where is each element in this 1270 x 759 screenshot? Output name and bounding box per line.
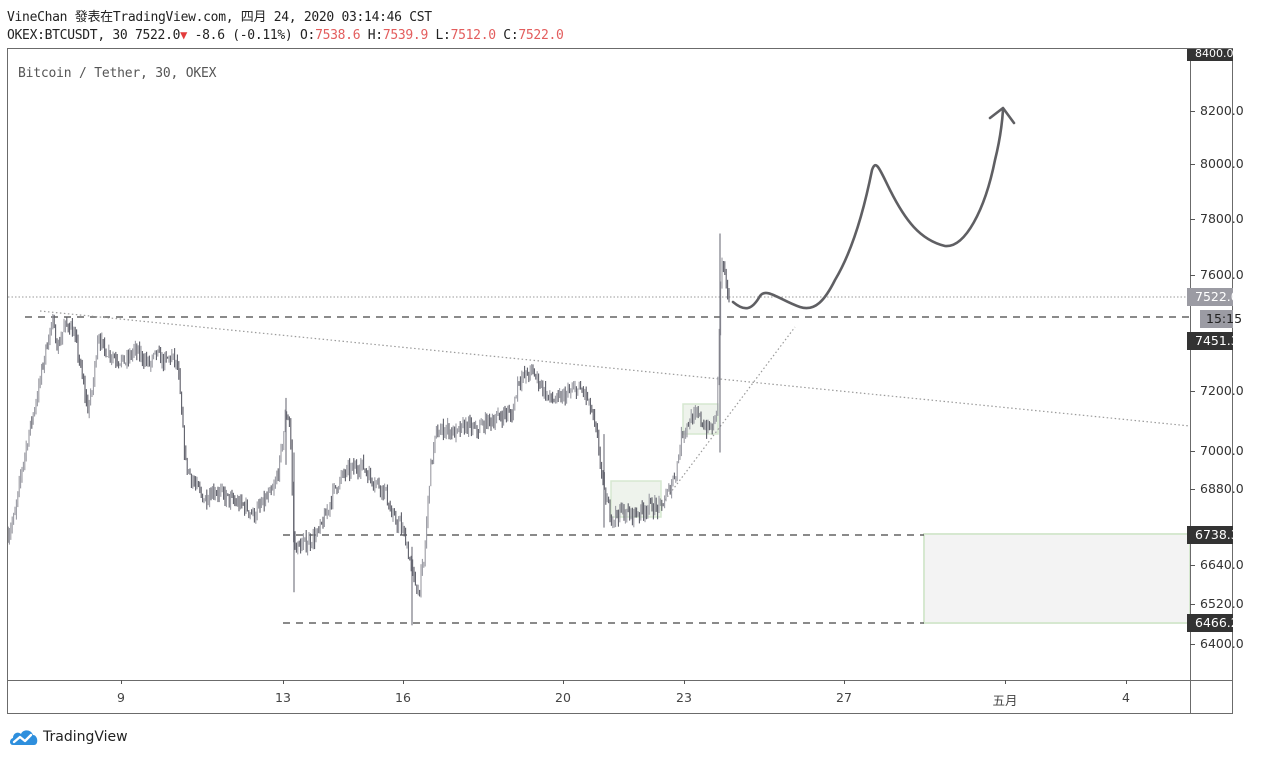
low-value: 7512.0 — [450, 28, 496, 43]
price-change: -8.6 (-0.11%) — [194, 28, 293, 43]
author-line: VineChan 發表在TradingView.com, 四月 24, 2020… — [7, 10, 432, 25]
time-tick-label: 27 — [836, 690, 852, 705]
candle-series — [8, 233, 730, 626]
low-label: L: — [435, 28, 451, 43]
last-price: 7522.0 — [134, 28, 181, 43]
ascending-trendline — [664, 326, 796, 501]
time-axis-divider — [8, 680, 1232, 681]
time-tick-label: 16 — [395, 690, 411, 705]
level-label-6466: 6466.2 — [1187, 614, 1239, 632]
high-label: H: — [367, 28, 383, 43]
price-tick-label: 7000.0 — [1190, 443, 1244, 458]
close-label: C: — [503, 28, 519, 43]
brand-name: TradingView — [43, 729, 128, 745]
symbol-interval: OKEX:BTCUSDT, 30 — [7, 28, 128, 43]
time-tick-mark — [563, 680, 564, 684]
price-tick-label: 6640.0 — [1190, 557, 1244, 572]
time-tick-mark — [1126, 680, 1127, 684]
price-tick-label: 6520.0 — [1190, 596, 1244, 611]
open-label: O: — [300, 28, 316, 43]
down-triangle-icon: ▼ — [180, 28, 188, 42]
ohlc-legend: OKEX:BTCUSDT, 30 7522.0▼ -8.6 (-0.11%) O… — [7, 28, 564, 43]
price-tick-label: 8200.0 — [1190, 103, 1244, 118]
level-label-6738: 6738.3 — [1187, 526, 1239, 544]
time-tick-label: 9 — [117, 690, 125, 705]
arrowhead-icon — [988, 106, 1016, 125]
time-tick-label: 五月 — [992, 693, 1018, 708]
price-tick-label: 7600.0 — [1190, 267, 1244, 282]
projection-arrow-path — [731, 108, 1005, 310]
current-price-label: 7522.0 — [1187, 288, 1239, 306]
chart-frame — [7, 48, 1233, 714]
price-tick-label: 8000.0 — [1190, 156, 1244, 171]
time-tick-label: 23 — [676, 690, 692, 705]
bar-countdown-label: 15:15 — [1200, 310, 1242, 328]
price-chart-svg — [8, 106, 1190, 626]
price-tick-label: 6400.0 — [1190, 636, 1244, 651]
time-tick-mark — [403, 680, 404, 684]
high-value: 7539.9 — [382, 28, 428, 43]
tradingview-cloud-logo-icon — [10, 730, 38, 745]
demand-zone — [923, 533, 1190, 624]
time-tick-mark — [283, 680, 284, 684]
price-tick-label: 6880.0 — [1190, 481, 1244, 496]
chart-plot-area[interactable] — [8, 49, 1190, 679]
time-tick-label: 13 — [275, 690, 291, 705]
price-tick-label: 7200.0 — [1190, 383, 1244, 398]
price-axis-divider — [1190, 49, 1191, 714]
close-value: 7522.0 — [518, 28, 564, 43]
time-tick-label: 4 — [1122, 690, 1130, 705]
chart-symbol-title: Bitcoin / Tether, 30, OKEX — [18, 66, 217, 81]
time-tick-label: 20 — [555, 690, 571, 705]
level-label-7451: 7451.3 — [1187, 332, 1239, 350]
clipped-top-price-label: 8400.0 — [1187, 49, 1233, 61]
time-tick-mark — [844, 680, 845, 684]
tradingview-brand[interactable]: TradingView — [9, 727, 128, 747]
price-tick-label: 7800.0 — [1190, 211, 1244, 226]
time-tick-mark — [684, 680, 685, 684]
time-tick-mark — [121, 680, 122, 684]
time-tick-mark — [1005, 680, 1006, 684]
open-value: 7538.6 — [315, 28, 361, 43]
descending-trendline — [39, 310, 1190, 427]
